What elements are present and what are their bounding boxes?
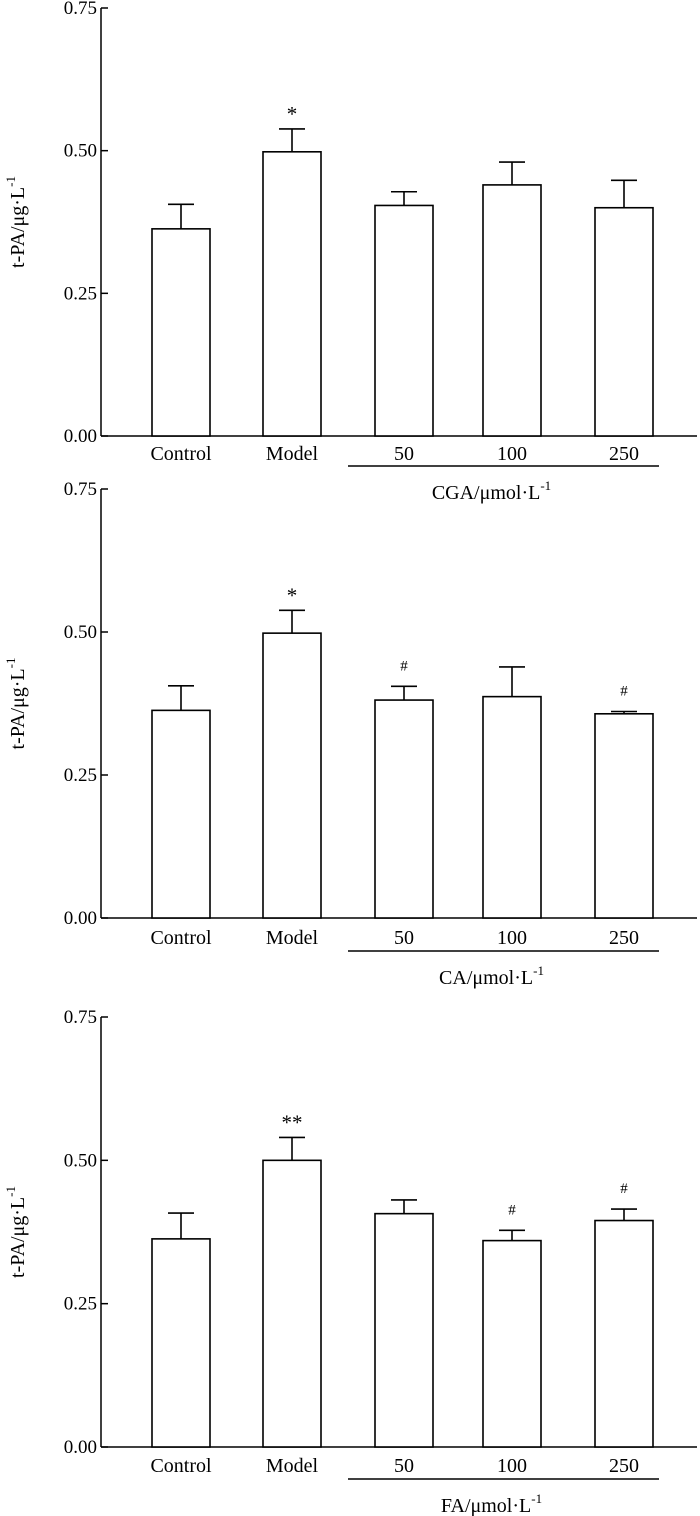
- y-axis-label-superscript: -1: [3, 176, 18, 187]
- group-label-superscript: -1: [531, 1491, 542, 1506]
- group-label: CA/μmol·L-1: [439, 963, 544, 989]
- group-label-superscript: -1: [533, 963, 544, 978]
- chart-panel-2: 0.000.250.500.75t-PA/μg·L-1Control*Model…: [3, 479, 697, 989]
- category-label-4: 250: [609, 1455, 639, 1477]
- chart-panel-3: 0.000.250.500.75t-PA/μg·L-1Control**Mode…: [3, 1007, 697, 1516]
- y-tick-label: 0.25: [64, 1294, 97, 1315]
- bar-1: [262, 632, 322, 919]
- bar-0: [151, 228, 211, 437]
- significance-marker-1: *: [287, 583, 298, 607]
- significance-marker-1: *: [287, 102, 298, 126]
- y-tick-label: 0.75: [64, 0, 97, 19]
- y-axis-label: t-PA/μg·L-1: [3, 176, 29, 268]
- y-tick-label: 0.00: [64, 426, 97, 447]
- bar-3: [482, 184, 542, 437]
- bar-3: [482, 1239, 542, 1448]
- y-tick-label: 0.25: [64, 765, 97, 786]
- category-label-0: Control: [150, 1455, 212, 1477]
- significance-marker-2: #: [400, 658, 408, 674]
- bar-4: [594, 206, 654, 437]
- bar-0: [151, 1238, 211, 1448]
- bar-3: [482, 695, 542, 919]
- y-tick-label: 0.75: [64, 479, 97, 500]
- group-label-superscript: -1: [540, 478, 551, 493]
- y-axis-label-superscript: -1: [3, 658, 18, 669]
- category-label-0: Control: [150, 927, 212, 949]
- group-label-text: CA/μmol·L: [439, 967, 533, 989]
- significance-marker-1: **: [282, 1110, 303, 1134]
- bar-1: [262, 1159, 322, 1448]
- group-label: CGA/μmol·L-1: [432, 478, 551, 504]
- category-label-4: 250: [609, 927, 639, 949]
- category-label-2: 50: [394, 1455, 414, 1477]
- category-label-3: 100: [497, 927, 527, 949]
- group-label-text: CGA/μmol·L: [432, 482, 541, 504]
- group-label: FA/μmol·L-1: [441, 1491, 542, 1516]
- category-label-1: Model: [266, 1455, 319, 1477]
- group-label-text: FA/μmol·L: [441, 1495, 531, 1516]
- chart-panel-1: 0.000.250.500.75t-PA/μg·L-1Control*Model…: [3, 0, 697, 504]
- bar-0: [151, 709, 211, 919]
- bar-2: [374, 1212, 434, 1448]
- category-label-3: 100: [497, 1455, 527, 1477]
- bar-2: [374, 204, 434, 437]
- category-label-4: 250: [609, 443, 639, 465]
- y-axis-label-superscript: -1: [3, 1186, 18, 1197]
- y-axis-label-text: t-PA/μg·L: [7, 187, 29, 268]
- y-tick-label: 0.50: [64, 141, 97, 162]
- bar-1: [262, 151, 322, 437]
- y-tick-label: 0.00: [64, 1437, 97, 1458]
- y-tick-label: 0.00: [64, 908, 97, 929]
- category-label-0: Control: [150, 443, 212, 465]
- significance-marker-4: #: [620, 1181, 628, 1197]
- y-tick-label: 0.50: [64, 622, 97, 643]
- y-axis-label: t-PA/μg·L-1: [3, 1186, 29, 1278]
- y-axis-label: t-PA/μg·L-1: [3, 658, 29, 750]
- y-tick-label: 0.75: [64, 1007, 97, 1028]
- bar-2: [374, 699, 434, 919]
- category-label-1: Model: [266, 443, 319, 465]
- category-label-2: 50: [394, 927, 414, 949]
- y-tick-label: 0.50: [64, 1150, 97, 1171]
- y-tick-label: 0.25: [64, 283, 97, 304]
- significance-marker-4: #: [620, 684, 628, 700]
- category-label-1: Model: [266, 927, 319, 949]
- bar-4: [594, 712, 654, 919]
- category-label-2: 50: [394, 443, 414, 465]
- y-axis-label-text: t-PA/μg·L: [7, 668, 29, 749]
- significance-marker-3: #: [508, 1202, 516, 1218]
- category-label-3: 100: [497, 443, 527, 465]
- bar-4: [594, 1219, 654, 1448]
- y-axis-label-text: t-PA/μg·L: [7, 1197, 29, 1278]
